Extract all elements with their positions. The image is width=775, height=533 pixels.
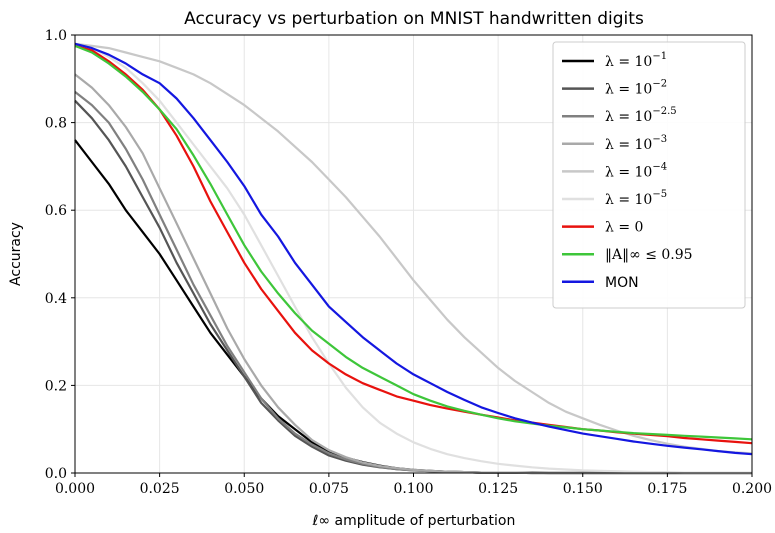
y-tick-label: 0.8 [45, 116, 67, 132]
y-tick-label: 0.6 [45, 203, 67, 219]
y-tick-label: 0.0 [45, 466, 67, 482]
x-tick-label: 0.100 [393, 481, 433, 497]
series-lines [74, 42, 753, 475]
legend-label-3: λ = 10−3 [605, 134, 667, 153]
series-line-7 [74, 44, 753, 441]
x-tick-label: 0.150 [563, 481, 603, 497]
y-tick-label: 0.2 [45, 378, 67, 394]
legend-label-5: λ = 10−5 [605, 189, 667, 208]
x-tick-label: 0.125 [478, 481, 518, 497]
x-tick-label: 0.075 [309, 481, 349, 497]
series-line-5 [74, 44, 752, 474]
legend-label-6: λ = 0 [605, 220, 643, 236]
legend-box [552, 41, 746, 309]
x-tick-label: 0.050 [224, 481, 264, 497]
legend-label-7: ‖A‖∞ ≤ 0.95 [605, 247, 693, 263]
x-tick-label: 0.200 [732, 481, 772, 497]
legend-label-0: λ = 10−1 [605, 51, 667, 70]
series-line-4 [74, 42, 753, 455]
legend-label-2: λ = 10−2.5 [605, 106, 677, 125]
x-tick-label: 0.000 [55, 481, 95, 497]
x-axis-ticks: 0.000 0.025 0.050 0.075 0.100 0.125 0.150 0.175… [55, 473, 772, 497]
legend-label-4: λ = 10−4 [605, 161, 667, 180]
y-tick-label: 0.4 [45, 291, 67, 307]
legend: λ = 10−1 λ = 10−2 λ = 10−2.5 λ = 10−3 λ = 10… [552, 41, 746, 309]
series-line-8 [74, 42, 753, 456]
x-axis-label: ℓ∞ amplitude of perturbation [312, 513, 516, 529]
y-tick-label: 1.0 [45, 28, 67, 44]
legend-label-8: MON [605, 275, 639, 291]
x-tick-label: 0.175 [647, 481, 687, 497]
legend-label-1: λ = 10−2 [605, 79, 667, 98]
x-tick-label: 0.025 [140, 481, 180, 497]
chart-title: Accuracy vs perturbation on MNIST handwr… [184, 9, 644, 29]
y-axis-ticks: 0.0 0.2 0.4 0.6 0.8 1.0 [45, 28, 75, 482]
y-axis-label: Accuracy [8, 222, 24, 286]
